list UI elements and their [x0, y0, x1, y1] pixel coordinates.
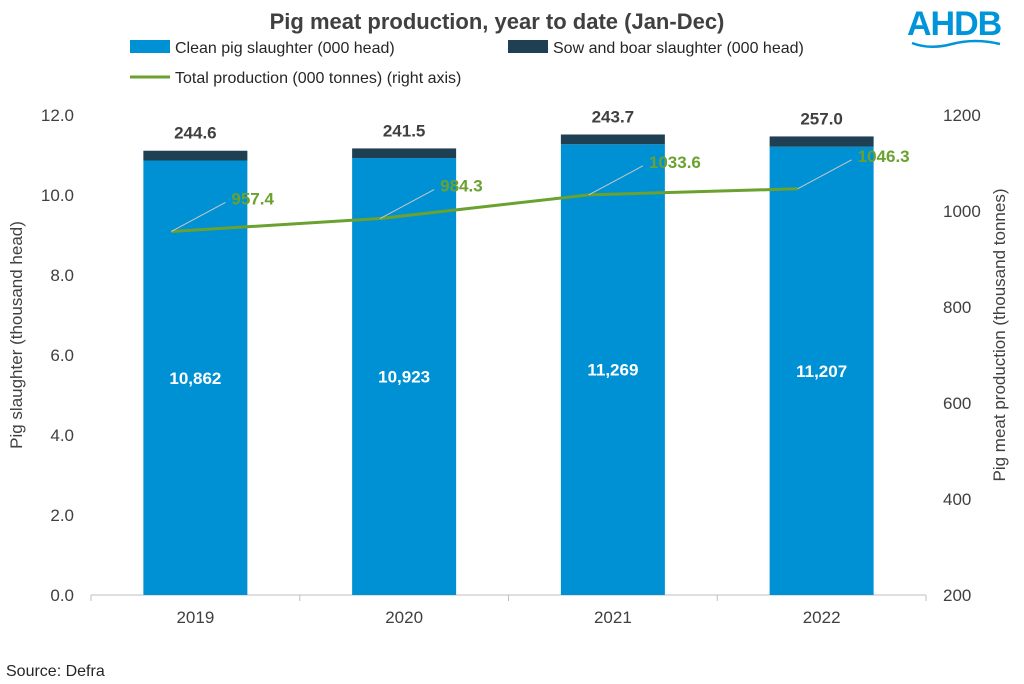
line-label-leader — [797, 159, 852, 190]
y2-tick-label: 1000 — [943, 202, 981, 221]
bar-sow — [352, 148, 457, 159]
bar-clean-label: 11,207 — [796, 362, 847, 381]
y2-tick-label: 200 — [943, 586, 971, 605]
line-label-leader — [588, 165, 644, 196]
bar-clean-label: 10,862 — [169, 369, 221, 388]
bar-clean — [769, 146, 874, 595]
y2-axis-title: Pig meat production (thousand tonnes) — [990, 189, 1009, 482]
bar-clean — [352, 158, 457, 595]
y2-tick-label: 1200 — [943, 106, 981, 125]
y2-tick-label: 800 — [943, 298, 971, 317]
line-total — [171, 187, 798, 233]
bar-sow-label: 243.7 — [592, 107, 635, 126]
line-total-label: 1033.6 — [649, 153, 701, 172]
line-label-leader — [171, 202, 226, 232]
y-tick-label: 8.0 — [50, 266, 74, 285]
line-total-label: 984.3 — [440, 177, 483, 196]
bar-sow-label: 257.0 — [800, 109, 843, 128]
y-tick-label: 4.0 — [50, 426, 74, 445]
y-tick-label: 6.0 — [50, 346, 74, 365]
bar-sow-label: 241.5 — [383, 121, 426, 140]
bar-clean — [560, 144, 665, 596]
y-tick-label: 10.0 — [41, 186, 74, 205]
legend-label-clean: Clean pig slaughter (000 head) — [175, 40, 395, 57]
source-note: Source: Defra — [6, 663, 105, 680]
legend-swatch-sow — [508, 40, 548, 53]
bar-sow-label: 244.6 — [174, 124, 217, 143]
logo: AHDB — [907, 5, 1003, 48]
bar-clean-label: 10,923 — [378, 368, 430, 387]
bar-sow — [560, 134, 665, 145]
y-tick-label: 12.0 — [41, 106, 74, 125]
legend-label-line: Total production (000 tonnes) (right axi… — [175, 70, 461, 87]
y-tick-label: 0.0 — [50, 586, 74, 605]
legend-swatch-clean — [130, 40, 170, 53]
x-tick-label: 2021 — [594, 608, 632, 627]
x-tick-label: 2020 — [385, 608, 423, 627]
y2-tick-label: 600 — [943, 394, 971, 413]
bar-sow — [143, 150, 248, 161]
x-tick-label: 2022 — [803, 608, 841, 627]
y-tick-label: 2.0 — [50, 506, 74, 525]
legend: Clean pig slaughter (000 head) Sow and b… — [130, 40, 804, 87]
bar-clean — [143, 160, 248, 595]
y-axis-title: Pig slaughter (thousand head) — [7, 221, 26, 449]
x-tick-label: 2019 — [176, 608, 214, 627]
line-total-label: 957.4 — [231, 189, 274, 208]
line-total-label: 1046.3 — [858, 147, 910, 166]
legend-label-sow: Sow and boar slaughter (000 head) — [553, 40, 804, 57]
chart-title: Pig meat production, year to date (Jan-D… — [270, 9, 725, 34]
bar-sow — [769, 136, 874, 147]
bar-clean-label: 11,269 — [587, 361, 638, 380]
y2-tick-label: 400 — [943, 490, 971, 509]
line-label-leader — [379, 189, 435, 219]
plot-area: 0.0 2.0 4.0 6.0 8.0 10.0 12.0 200 400 600 800 1000 1… — [41, 106, 981, 627]
logo-text: AHDB — [907, 5, 1002, 43]
logo-wave-icon — [911, 39, 1001, 48]
